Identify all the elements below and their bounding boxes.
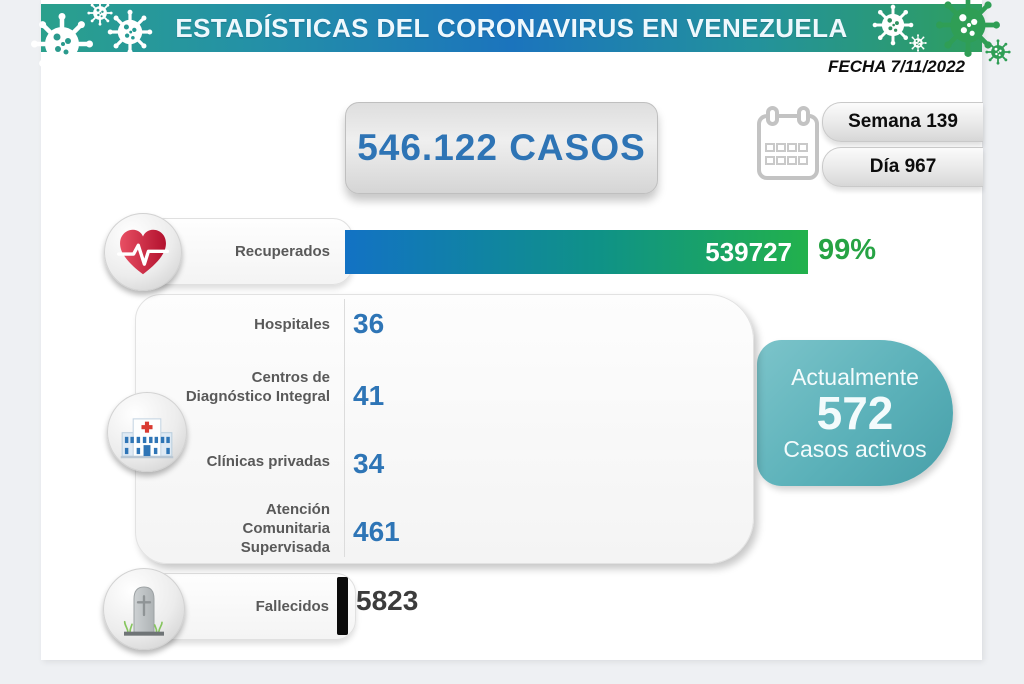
week-badge: Semana 139 — [822, 102, 983, 142]
header-banner: ESTADÍSTICAS DEL CORONAVIRUS EN VENEZUEL… — [41, 4, 982, 52]
facility-label-cdi: Centros de Diagnóstico Integral — [185, 369, 330, 405]
facility-label-atencion: Atención Comunitaria Supervisada — [240, 501, 330, 556]
total-cases-value: 546.122 CASOS — [357, 127, 646, 168]
active-value: 572 — [816, 387, 894, 439]
virus-icon — [30, 12, 94, 76]
page-title: ESTADÍSTICAS DEL CORONAVIRUS EN VENEZUEL… — [175, 12, 848, 43]
facility-value-hospitales: 36 — [353, 308, 385, 339]
tombstone-icon — [123, 586, 164, 636]
facilities-divider — [344, 299, 345, 557]
recovered-bar: 539727 — [345, 230, 808, 274]
recovered-icon-circle — [104, 213, 182, 291]
facility-value-atencion: 461 — [353, 516, 400, 547]
active-caption: Casos activos — [783, 436, 927, 462]
facility-label-clinicas: Clínicas privadas — [206, 453, 330, 470]
facility-value-clinicas: 34 — [353, 448, 385, 479]
recovered-value: 539727 — [705, 236, 792, 267]
deceased-value: 5823 — [356, 585, 419, 616]
recovered-percent: 99% — [818, 234, 877, 266]
facility-value-cdi: 41 — [353, 380, 385, 411]
deceased-icon-circle — [103, 568, 185, 650]
virus-icon — [909, 34, 927, 52]
facilities-panel — [135, 294, 754, 564]
facility-label-hospitales: Hospitales — [254, 316, 330, 333]
calendar-icon — [757, 106, 819, 180]
virus-icon — [107, 9, 153, 55]
report-date: FECHA 7/11/2022 — [827, 57, 965, 76]
heart-ekg-icon — [117, 229, 169, 275]
active-intro: Actualmente — [791, 364, 919, 390]
active-cases-badge: Actualmente 572 Casos activos — [757, 340, 953, 486]
hospital-icon — [120, 418, 174, 459]
virus-icon — [872, 4, 914, 46]
virus-icon — [985, 39, 1011, 65]
day-badge: Día 967 — [822, 147, 983, 187]
deceased-label: Fallecidos — [255, 598, 329, 615]
recovered-label: Recuperados — [234, 243, 330, 260]
total-cases-box: 546.122 CASOS — [345, 102, 658, 194]
deceased-bar — [337, 577, 348, 635]
facilities-icon-circle — [107, 392, 187, 472]
